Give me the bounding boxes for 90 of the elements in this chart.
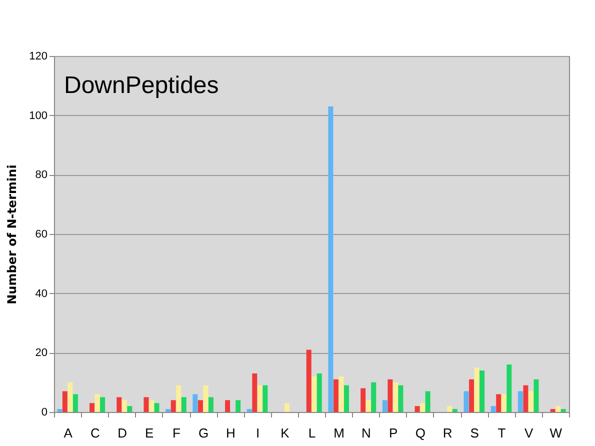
bar (338, 376, 344, 412)
x-tick-label: N (362, 426, 371, 440)
x-tick-label: H (226, 426, 236, 440)
bar (257, 385, 262, 412)
bar (94, 394, 100, 412)
x-tick-label: S (470, 426, 480, 440)
bar (360, 388, 366, 412)
bar (490, 406, 496, 412)
bar (506, 364, 512, 412)
x-tick-label: V (524, 426, 534, 440)
x-tick-label: D (118, 426, 127, 440)
bar (518, 391, 523, 412)
x-tick-label: M (334, 426, 345, 440)
bar (392, 382, 398, 412)
bar (447, 406, 452, 412)
bar (122, 400, 127, 412)
bar (556, 406, 561, 412)
bar (262, 385, 268, 412)
bar (316, 373, 322, 412)
bar (414, 406, 420, 412)
x-tick-label: T (498, 426, 506, 440)
bar (550, 409, 556, 412)
bar (181, 397, 186, 412)
bar (534, 379, 539, 412)
bar (203, 385, 208, 412)
y-tick-label: 0 (41, 406, 48, 418)
text: DownPeptides (64, 72, 219, 99)
bar (388, 379, 393, 412)
bar (344, 385, 349, 412)
bar (420, 403, 426, 412)
bar (425, 391, 430, 412)
x-tick-label: K (280, 426, 290, 440)
bar (198, 400, 203, 412)
bar (57, 409, 62, 412)
bar (68, 382, 73, 412)
bar (62, 391, 68, 412)
bar (398, 385, 404, 412)
bar (90, 403, 95, 412)
x-tick-label: R (442, 426, 452, 440)
x-tick-label: P (388, 426, 398, 440)
bar (127, 406, 132, 412)
x-tick-label: I (256, 426, 260, 440)
bar (474, 368, 480, 412)
bar (382, 400, 388, 412)
bar (154, 403, 160, 412)
bar (328, 106, 334, 412)
bar (170, 400, 176, 412)
x-tick-label: Q (415, 426, 426, 440)
bar (366, 400, 371, 412)
bar (452, 409, 458, 412)
y-axis-title: Number of N-termini (5, 164, 20, 304)
y-tick-label: 20 (35, 347, 48, 360)
x-tick-label: C (90, 426, 100, 440)
bar (501, 394, 506, 412)
bar (496, 394, 502, 412)
bar (252, 373, 258, 412)
bar (528, 391, 534, 412)
bar (306, 350, 312, 412)
x-tick-label: A (64, 426, 73, 440)
bar (464, 391, 469, 412)
bar (149, 400, 154, 412)
x-tick-label: E (145, 426, 154, 440)
bar (480, 370, 485, 412)
bar (116, 397, 122, 412)
x-tick-label: F (172, 426, 180, 440)
bar (225, 400, 230, 412)
bar (312, 376, 317, 412)
bar (560, 409, 566, 412)
x-tick-label: L (308, 426, 316, 440)
bar (371, 382, 376, 412)
y-tick-label: 80 (35, 169, 48, 182)
x-tick-label: W (550, 426, 563, 440)
bar (72, 394, 78, 412)
bar (236, 400, 241, 412)
y-tick-label: 100 (29, 110, 48, 122)
bar (176, 385, 182, 412)
y-tick-label: 120 (29, 50, 48, 62)
y-tick-label: 60 (35, 228, 48, 240)
bar (208, 397, 214, 412)
bar (166, 409, 171, 412)
x-tick-label: G (198, 426, 209, 440)
bar (246, 409, 252, 412)
bar (523, 385, 528, 412)
bar (100, 397, 106, 412)
bar (284, 403, 290, 412)
y-tick-label: 40 (35, 288, 48, 300)
bar (192, 394, 198, 412)
bar (333, 379, 338, 412)
bar (469, 379, 474, 412)
bar (144, 397, 149, 412)
